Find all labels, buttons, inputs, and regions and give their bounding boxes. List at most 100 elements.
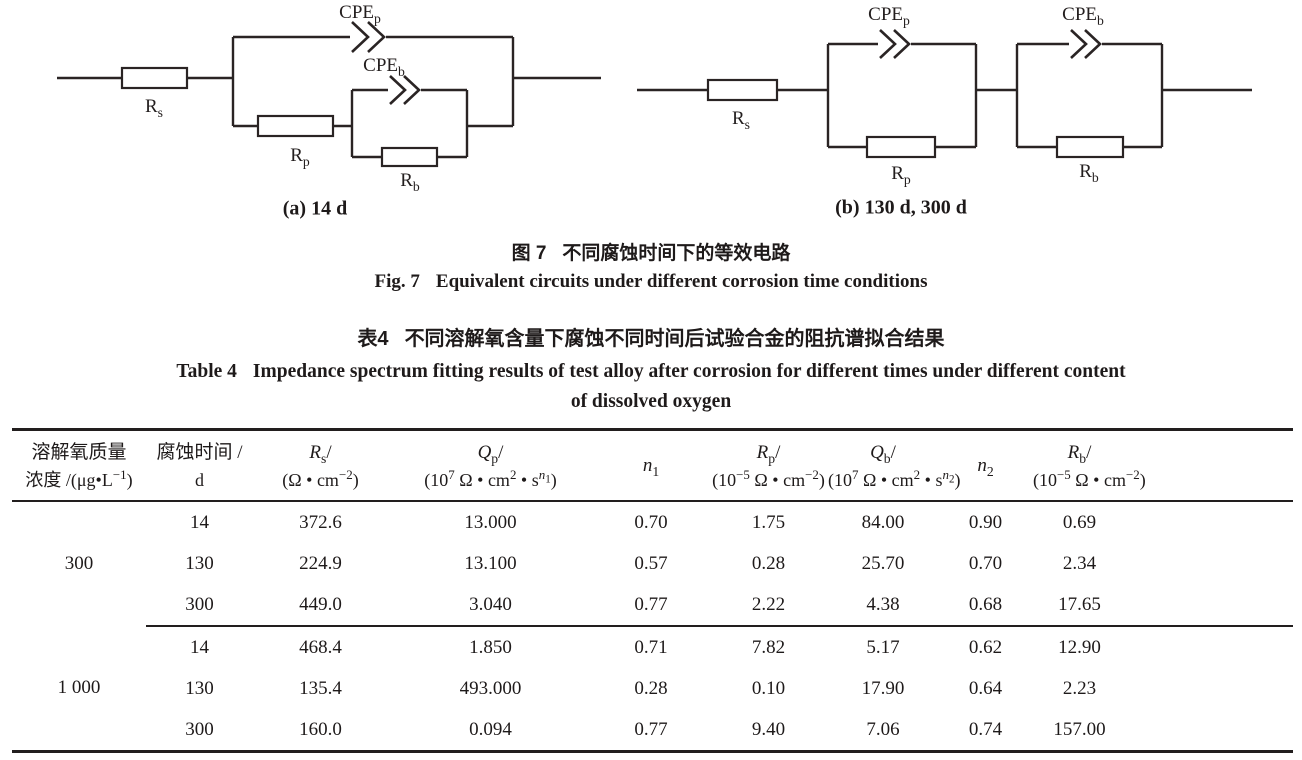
- header-unit: (Ω • cm−2): [282, 467, 359, 491]
- cell-rs: 468.4: [299, 636, 342, 658]
- header-line: Qb/: [870, 441, 896, 466]
- col-header-n2: n2: [938, 429, 1033, 502]
- rp-label: Rp: [891, 163, 911, 187]
- table-number-zh: 表4: [357, 328, 389, 350]
- header-line: 腐蚀时间 /: [156, 441, 243, 463]
- cell-time: 14: [190, 636, 209, 658]
- header-line: n2: [977, 454, 994, 479]
- cell-n1: 0.70: [634, 511, 668, 533]
- figure-caption-zh-text: 不同腐蚀时间下的等效电路: [562, 243, 791, 264]
- cell-rs: 372.6: [299, 511, 342, 533]
- cell-concentration: 300: [64, 553, 94, 574]
- figure-caption-zh: 图 7 不同腐蚀时间下的等效电路: [0, 238, 1302, 265]
- col-header-concentration: 溶解氧质量 浓度 /(μg•L−1): [12, 429, 146, 502]
- filler-cell: [1126, 501, 1293, 543]
- table-row: 300 449.0 3.040 0.77 2.22 4.38 0.68 17.6…: [12, 584, 1293, 627]
- table-row: 1 000 14 468.4 1.850 0.71 7.82 5.17 0.62…: [12, 626, 1293, 699]
- cell-qb: 17.90: [861, 677, 905, 699]
- table-number-en: Table 4: [176, 361, 237, 382]
- cell-n2: 0.68: [938, 584, 1033, 627]
- cell-n1: 0.57: [634, 552, 668, 574]
- cell-qp: 0.094: [469, 718, 512, 740]
- cell-n1: 0.28: [634, 677, 668, 699]
- cell-rb: 157.00: [1053, 718, 1106, 740]
- cell-rb: 12.90: [1058, 636, 1101, 658]
- col-header-qp: Qp/ (107 Ω • cm2 • sn1): [388, 429, 593, 502]
- cell-qp: 493.000: [459, 677, 522, 699]
- cell-n1: 0.71: [634, 636, 668, 658]
- resistor-rs: [120, 66, 189, 90]
- wire: [350, 88, 513, 159]
- resistor-rb: [1055, 135, 1125, 159]
- cpe-p-icon: [351, 21, 386, 53]
- cell-n2: 0.64: [968, 677, 1003, 699]
- resistor-rp: [865, 135, 937, 159]
- table-row: 130 224.9 13.100 0.57 0.28 25.70 0.70 2.…: [12, 543, 1293, 584]
- cell-qp: 13.100: [464, 552, 517, 574]
- impedance-results-table: 溶解氧质量 浓度 /(μg•L−1) 腐蚀时间 / d Rs/ (Ω • cm−…: [12, 428, 1293, 753]
- cell-rs: 135.4: [299, 677, 342, 699]
- cell-qp: 13.000: [464, 511, 517, 533]
- cell-time: 130: [185, 677, 214, 699]
- col-header-qb: Qb/ (107 Ω • cm2 • sn2): [828, 429, 961, 502]
- rp-label: Rp: [290, 145, 310, 169]
- cell-rb: 17.65: [1033, 584, 1126, 627]
- subfigure-a-caption: (a) 14 d: [282, 197, 348, 220]
- equivalent-circuits-figure: [57, 21, 1252, 168]
- cell-qb: 4.38: [828, 584, 938, 627]
- filler-cell: [1126, 709, 1293, 752]
- header-line: Rs/: [309, 441, 332, 466]
- wire: [231, 35, 601, 126]
- col-header-rp: Rp/ (10−5 Ω • cm−2): [709, 429, 828, 502]
- cell-time: 300: [185, 718, 214, 740]
- cell-qb: 7.06: [866, 718, 900, 740]
- rb-label: Rb: [400, 170, 420, 194]
- figure-number-zh: 图 7: [511, 243, 547, 264]
- cell-rp: 0.10: [751, 677, 786, 699]
- resistor-rb: [380, 146, 439, 168]
- cell-rb: 2.34: [1062, 552, 1097, 574]
- cell-n2: 0.90: [968, 511, 1003, 533]
- header-line: 溶解氧质量: [31, 441, 127, 463]
- rs-label: Rs: [144, 96, 164, 120]
- header-unit: (107 Ω • cm2 • sn2): [828, 467, 961, 491]
- header-line: Rp/: [756, 441, 781, 466]
- cell-rs: 224.9: [299, 552, 342, 574]
- cell-time: 300: [146, 584, 253, 627]
- cell-n2: 0.70: [968, 552, 1003, 574]
- col-header-rb: Rb/ (10−5 Ω • cm−2): [1033, 429, 1146, 502]
- cell-qp: 1.850: [469, 636, 512, 658]
- cell-rp: 2.22: [709, 584, 828, 627]
- rs-label: Rs: [731, 108, 751, 132]
- table-row: 130 135.4 493.000 0.28 0.10 17.90 0.64 2…: [12, 668, 1293, 709]
- table-row: 300 160.0 0.094 0.77 9.40 7.06 0.74 157.…: [12, 709, 1293, 752]
- wire: [1015, 42, 1252, 149]
- filler-cell: [1126, 626, 1293, 668]
- header-unit: (10−5 Ω • cm−2): [1033, 467, 1146, 491]
- cell-n2: 0.62: [968, 636, 1003, 658]
- cell-qp: 3.040: [388, 584, 593, 627]
- circuit-b: [637, 29, 1252, 159]
- cell-qb: 84.00: [861, 511, 905, 533]
- cell-concentration: 1 000: [57, 677, 101, 698]
- table-title-en-line2: of dissolved oxygen: [570, 391, 732, 412]
- cpe-b-icon: [389, 75, 421, 105]
- filler-cell: [1126, 543, 1293, 584]
- header-unit: (107 Ω • cm2 • sn1): [424, 467, 557, 491]
- figure-caption-en: Fig. 7 Equivalent circuits under differen…: [0, 271, 1302, 293]
- cell-rp: 1.75: [751, 511, 786, 533]
- circuit-a: [57, 21, 601, 168]
- cpe-p-label: CPEp: [339, 2, 381, 26]
- cell-qb: 5.17: [866, 636, 900, 658]
- cell-rb: 0.69: [1062, 511, 1097, 533]
- header-row: 溶解氧质量 浓度 /(μg•L−1) 腐蚀时间 / d Rs/ (Ω • cm−…: [12, 429, 1293, 502]
- cell-qb: 25.70: [861, 552, 905, 574]
- filler-column: [1126, 429, 1293, 502]
- col-header-n1: n1: [593, 429, 709, 502]
- cell-rp: 0.28: [751, 552, 786, 574]
- cell-rp: 9.40: [751, 718, 786, 740]
- rb-label: Rb: [1079, 161, 1099, 185]
- cell-n1: 0.77: [593, 584, 709, 627]
- subfigure-b-caption: (b) 130 d, 300 d: [835, 196, 967, 219]
- table-title-en-text: Impedance spectrum fitting results of te…: [252, 361, 1126, 382]
